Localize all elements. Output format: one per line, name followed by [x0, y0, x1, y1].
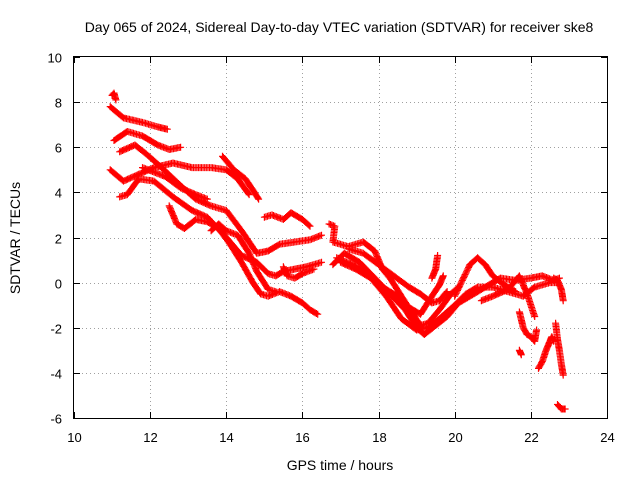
grid: [74, 57, 607, 418]
series-track-3: [110, 128, 185, 153]
data-points: [106, 89, 569, 413]
plus-markers: [550, 274, 567, 305]
series-track-1: [106, 103, 171, 133]
y-tick-label: 10: [48, 51, 62, 66]
series-track-26: [554, 401, 569, 413]
y-tick-label: -4: [50, 367, 62, 382]
x-tick-label: 12: [143, 430, 157, 445]
plus-markers: [260, 209, 314, 230]
x-tick-labels: 10 12 14 16 18 20 22 24: [67, 430, 614, 445]
plus-markers: [116, 141, 325, 257]
x-tick-label: 14: [219, 430, 233, 445]
plot-frame: [73, 56, 608, 419]
series-track-11: [260, 209, 314, 230]
plus-markers: [515, 346, 525, 359]
x-tick-label: 24: [600, 430, 614, 445]
plus-markers: [106, 159, 253, 199]
plus-markers: [344, 245, 451, 307]
series-track-5: [106, 159, 253, 199]
y-tick-label: -2: [50, 322, 62, 337]
y-axis-label: SDTVAR / TECUs: [7, 182, 23, 294]
series-track-7: [139, 164, 211, 203]
x-tick-label: 16: [295, 430, 309, 445]
series-track-9: [207, 220, 280, 296]
y-tick-label: 6: [55, 141, 62, 156]
y-tick-label: 4: [55, 186, 62, 201]
series-track-4: [116, 141, 325, 257]
series-track-19: [451, 254, 520, 300]
series-track-24: [550, 274, 567, 305]
plus-markers: [108, 89, 120, 104]
plus-markers: [110, 128, 185, 153]
plus-markers: [219, 152, 263, 203]
plus-markers: [207, 220, 280, 296]
x-tick-label: 22: [524, 430, 538, 445]
y-tick-label: 2: [55, 232, 62, 247]
series-track-18: [428, 252, 442, 282]
plus-markers: [477, 272, 539, 320]
plus-markers: [279, 263, 318, 282]
series-track-23: [515, 346, 525, 359]
axis-ticks: [74, 57, 608, 419]
y-tick-label: 8: [55, 96, 62, 111]
plus-markers: [554, 401, 569, 413]
series-track-17: [344, 245, 451, 307]
y-tick-label: -6: [50, 412, 62, 427]
y-tick-labels: -6 -4 -2 0 2 4 6 8 10: [48, 51, 62, 427]
x-tick-label: 10: [67, 430, 81, 445]
y-tick-label: 0: [55, 277, 62, 292]
plus-markers: [165, 202, 322, 318]
plus-markers: [515, 308, 541, 345]
series-track-8: [165, 202, 322, 318]
series-track-21: [515, 308, 541, 345]
plus-markers: [535, 333, 558, 372]
series-track-22: [535, 333, 558, 372]
x-axis-label: GPS time / hours: [287, 457, 394, 473]
series-track-2: [108, 89, 120, 104]
series-track-10: [219, 152, 263, 203]
x-tick-label: 20: [448, 430, 462, 445]
series-track-12: [279, 263, 318, 282]
chart-title: Day 065 of 2024, Sidereal Day-to-day VTE…: [85, 19, 594, 35]
plus-markers: [106, 103, 171, 133]
plus-markers: [451, 254, 520, 300]
series-track-20: [477, 272, 539, 320]
plus-markers: [428, 252, 442, 282]
x-tick-label: 18: [372, 430, 386, 445]
series-track-25: [552, 319, 567, 379]
plus-markers: [552, 319, 567, 379]
plus-markers: [139, 164, 211, 203]
